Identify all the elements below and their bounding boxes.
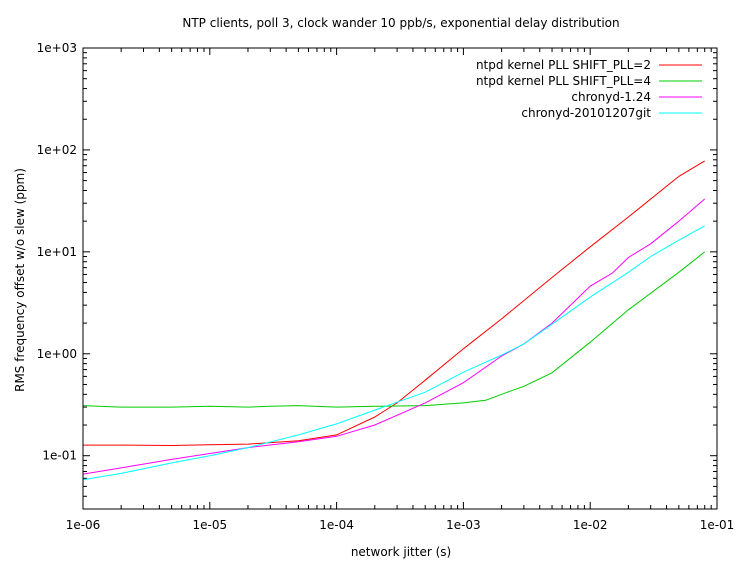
legend-label: chronyd-1.24 xyxy=(571,90,651,104)
plot-frame xyxy=(82,47,718,510)
series-line-1 xyxy=(83,160,705,447)
y-tick-label: 1e+00 xyxy=(37,347,77,361)
series-line-2 xyxy=(82,251,706,408)
y-tick-label: 1e+02 xyxy=(37,143,77,157)
x-tick-label: 1e-04 xyxy=(319,518,354,532)
ticks-layer: 1e-06 1e-05 1e-04 1e-03 1e-02 1e-01 1e-01 1e+00… xyxy=(37,41,735,532)
y-tick-label: 1e+03 xyxy=(37,41,77,55)
series-line-4 xyxy=(82,225,705,481)
series-layer xyxy=(82,160,706,481)
series-line-3 xyxy=(82,198,706,475)
y-tick-label: 1e+01 xyxy=(37,245,77,259)
x-tick-label: 1e-01 xyxy=(700,518,735,532)
x-tick-label: 1e-03 xyxy=(446,518,481,532)
chart-title: NTP clients, poll 3, clock wander 10 ppb… xyxy=(182,16,619,30)
legend-label: ntpd kernel PLL SHIFT_PLL=2 xyxy=(476,58,651,72)
x-axis-label: network jitter (s) xyxy=(351,545,451,559)
x-tick-label: 1e-02 xyxy=(573,518,608,532)
y-axis-label: RMS frequency offset w/o slew (ppm) xyxy=(13,168,27,392)
x-tick-label: 1e-06 xyxy=(66,518,101,532)
legend-label: ntpd kernel PLL SHIFT_PLL=4 xyxy=(476,74,651,88)
x-tick-label: 1e-05 xyxy=(192,518,227,532)
y-tick-label: 1e-01 xyxy=(42,449,77,463)
legend-label: chronyd-20101207git xyxy=(521,106,651,120)
